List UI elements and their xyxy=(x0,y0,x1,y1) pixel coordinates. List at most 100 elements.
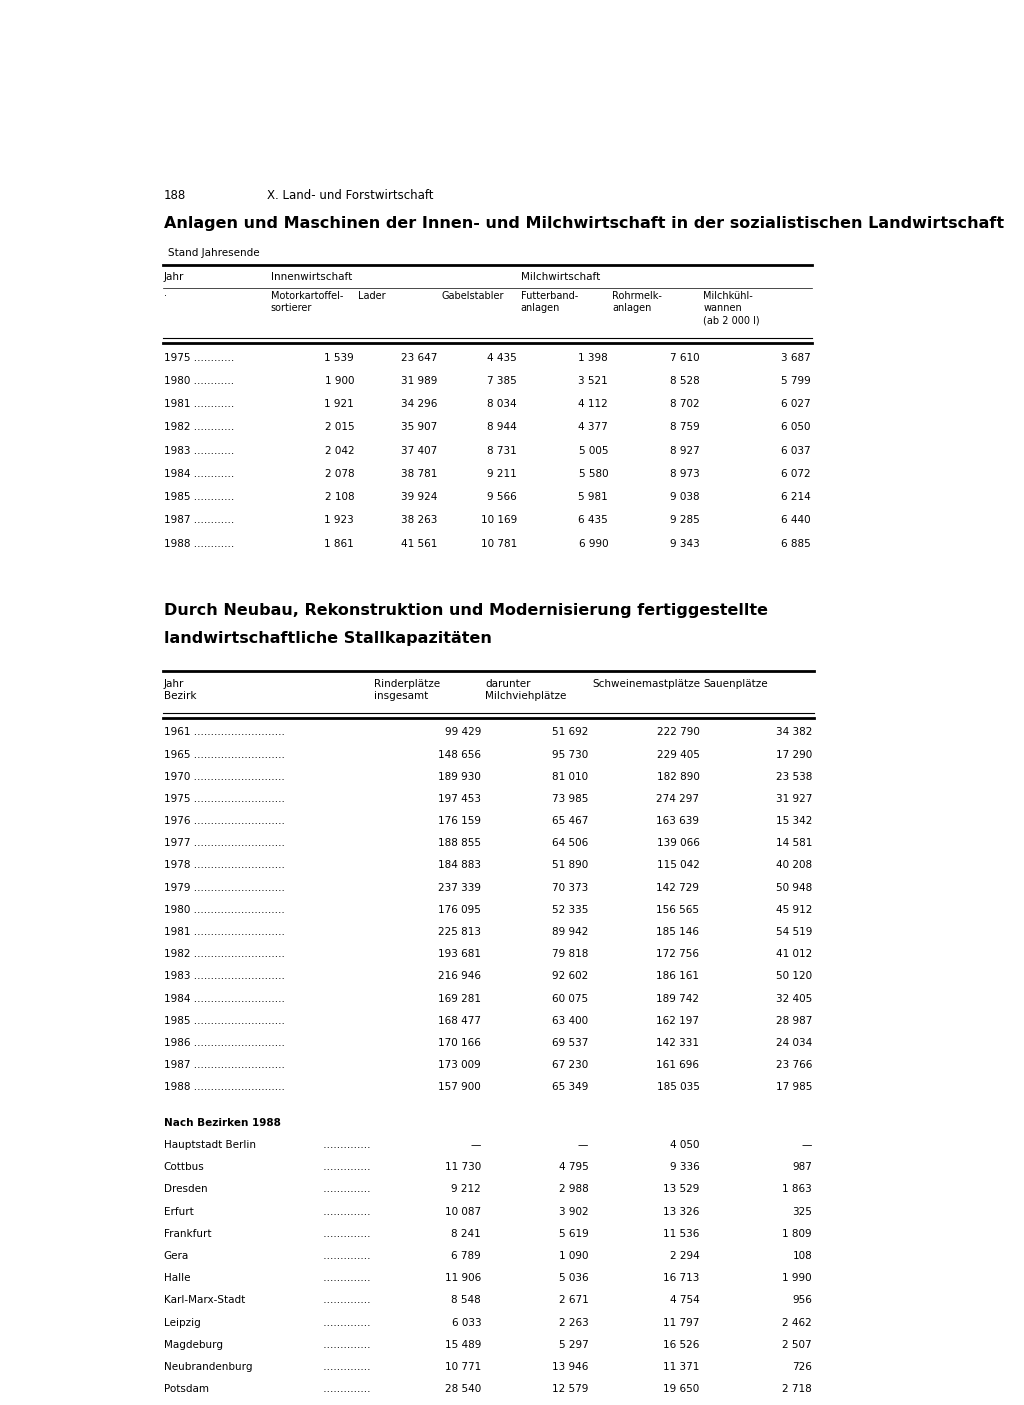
Text: 1983 ............: 1983 ............ xyxy=(164,445,233,455)
Text: 8 731: 8 731 xyxy=(487,445,517,455)
Text: 6 789: 6 789 xyxy=(452,1250,481,1262)
Text: 8 944: 8 944 xyxy=(487,423,517,433)
Text: Motorkartoffel-
sortierer: Motorkartoffel- sortierer xyxy=(270,291,343,313)
Text: 6 027: 6 027 xyxy=(781,399,811,409)
Text: 45 912: 45 912 xyxy=(776,905,812,915)
Text: 108: 108 xyxy=(793,1250,812,1262)
Text: 50 948: 50 948 xyxy=(776,882,812,892)
Text: 5 036: 5 036 xyxy=(559,1273,588,1283)
Text: 1988 ...........................: 1988 ........................... xyxy=(164,1082,285,1092)
Text: Jahr
Bezirk: Jahr Bezirk xyxy=(164,679,197,701)
Text: 1 539: 1 539 xyxy=(325,353,354,362)
Text: 4 435: 4 435 xyxy=(487,353,517,362)
Text: Karl-Marx-Stadt: Karl-Marx-Stadt xyxy=(164,1295,245,1305)
Text: 10 169: 10 169 xyxy=(480,516,517,525)
Text: 163 639: 163 639 xyxy=(656,816,699,826)
Text: 79 818: 79 818 xyxy=(552,950,588,960)
Text: 11 797: 11 797 xyxy=(663,1318,699,1328)
Text: 67 230: 67 230 xyxy=(552,1059,588,1071)
Text: Rinderplätze
insgesamt: Rinderplätze insgesamt xyxy=(374,679,440,701)
Text: 1965 ...........................: 1965 ........................... xyxy=(164,749,285,760)
Text: 60 075: 60 075 xyxy=(552,993,588,1003)
Text: Dresden: Dresden xyxy=(164,1184,207,1194)
Text: 172 756: 172 756 xyxy=(656,950,699,960)
Text: 6 440: 6 440 xyxy=(781,516,811,525)
Text: 19 650: 19 650 xyxy=(664,1384,699,1394)
Text: —: — xyxy=(578,1139,588,1151)
Text: 1980 ...........................: 1980 ........................... xyxy=(164,905,285,915)
Text: 2 294: 2 294 xyxy=(670,1250,699,1262)
Text: 7 610: 7 610 xyxy=(670,353,699,362)
Text: 73 985: 73 985 xyxy=(552,794,588,804)
Text: 23 766: 23 766 xyxy=(776,1059,812,1071)
Text: 1 809: 1 809 xyxy=(782,1229,812,1239)
Text: 6 033: 6 033 xyxy=(452,1318,481,1328)
Text: 5 580: 5 580 xyxy=(579,469,608,479)
Text: 2 078: 2 078 xyxy=(325,469,354,479)
Text: 28 987: 28 987 xyxy=(776,1016,812,1026)
Text: 89 942: 89 942 xyxy=(552,927,588,937)
Text: 16 713: 16 713 xyxy=(663,1273,699,1283)
Text: 1981 ............: 1981 ............ xyxy=(164,399,233,409)
Text: 169 281: 169 281 xyxy=(438,993,481,1003)
Text: landwirtschaftliche Stallkapazitäten: landwirtschaftliche Stallkapazitäten xyxy=(164,631,492,646)
Text: 17 290: 17 290 xyxy=(776,749,812,760)
Text: 11 730: 11 730 xyxy=(444,1162,481,1172)
Text: ..............: .............. xyxy=(319,1318,370,1328)
Text: ..............: .............. xyxy=(319,1162,370,1172)
Text: 31 927: 31 927 xyxy=(776,794,812,804)
Text: 38 781: 38 781 xyxy=(401,469,437,479)
Text: Erfurt: Erfurt xyxy=(164,1207,194,1217)
Text: Potsdam: Potsdam xyxy=(164,1384,209,1394)
Text: 176 095: 176 095 xyxy=(438,905,481,915)
Text: 1976 ...........................: 1976 ........................... xyxy=(164,816,285,826)
Text: 95 730: 95 730 xyxy=(552,749,588,760)
Text: 185 035: 185 035 xyxy=(656,1082,699,1092)
Text: 6 214: 6 214 xyxy=(780,492,811,502)
Text: —: — xyxy=(471,1139,481,1151)
Text: 1984 ...........................: 1984 ........................... xyxy=(164,993,285,1003)
Text: 1984 ............: 1984 ............ xyxy=(164,469,233,479)
Text: 1987 ...........................: 1987 ........................... xyxy=(164,1059,285,1071)
Text: 99 429: 99 429 xyxy=(444,728,481,738)
Text: 5 619: 5 619 xyxy=(558,1229,588,1239)
Text: 1982 ...........................: 1982 ........................... xyxy=(164,950,285,960)
Text: 156 565: 156 565 xyxy=(656,905,699,915)
Text: 6 435: 6 435 xyxy=(579,516,608,525)
Text: Rohrmelk-
anlagen: Rohrmelk- anlagen xyxy=(612,291,662,313)
Text: Cottbus: Cottbus xyxy=(164,1162,205,1172)
Text: 1 990: 1 990 xyxy=(782,1273,812,1283)
Text: 1978 ...........................: 1978 ........................... xyxy=(164,860,285,871)
Text: 8 927: 8 927 xyxy=(670,445,699,455)
Text: 1 398: 1 398 xyxy=(579,353,608,362)
Text: 6 885: 6 885 xyxy=(780,538,811,548)
Text: 4 050: 4 050 xyxy=(670,1139,699,1151)
Text: 23 538: 23 538 xyxy=(776,771,812,781)
Text: 157 900: 157 900 xyxy=(438,1082,481,1092)
Text: 34 296: 34 296 xyxy=(401,399,437,409)
Text: 225 813: 225 813 xyxy=(438,927,481,937)
Text: ..............: .............. xyxy=(319,1184,370,1194)
Text: 237 339: 237 339 xyxy=(438,882,481,892)
Text: 4 795: 4 795 xyxy=(558,1162,588,1172)
Text: 8 034: 8 034 xyxy=(487,399,517,409)
Text: 41 012: 41 012 xyxy=(776,950,812,960)
Text: 41 561: 41 561 xyxy=(401,538,437,548)
Text: 325: 325 xyxy=(793,1207,812,1217)
Text: 2 263: 2 263 xyxy=(558,1318,588,1328)
Text: 9 285: 9 285 xyxy=(670,516,699,525)
Text: 4 377: 4 377 xyxy=(579,423,608,433)
Text: 10 771: 10 771 xyxy=(444,1361,481,1371)
Text: 1961 ...........................: 1961 ........................... xyxy=(164,728,285,738)
Text: 8 973: 8 973 xyxy=(670,469,699,479)
Text: Hauptstadt Berlin: Hauptstadt Berlin xyxy=(164,1139,256,1151)
Text: 6 050: 6 050 xyxy=(781,423,811,433)
Text: 1975 ............: 1975 ............ xyxy=(164,353,233,362)
Text: Gera: Gera xyxy=(164,1250,189,1262)
Text: 1983 ...........................: 1983 ........................... xyxy=(164,971,285,981)
Text: Neubrandenburg: Neubrandenburg xyxy=(164,1361,252,1371)
Text: 9 212: 9 212 xyxy=(452,1184,481,1194)
Text: 17 985: 17 985 xyxy=(776,1082,812,1092)
Text: 726: 726 xyxy=(793,1361,812,1371)
Text: Halle: Halle xyxy=(164,1273,190,1283)
